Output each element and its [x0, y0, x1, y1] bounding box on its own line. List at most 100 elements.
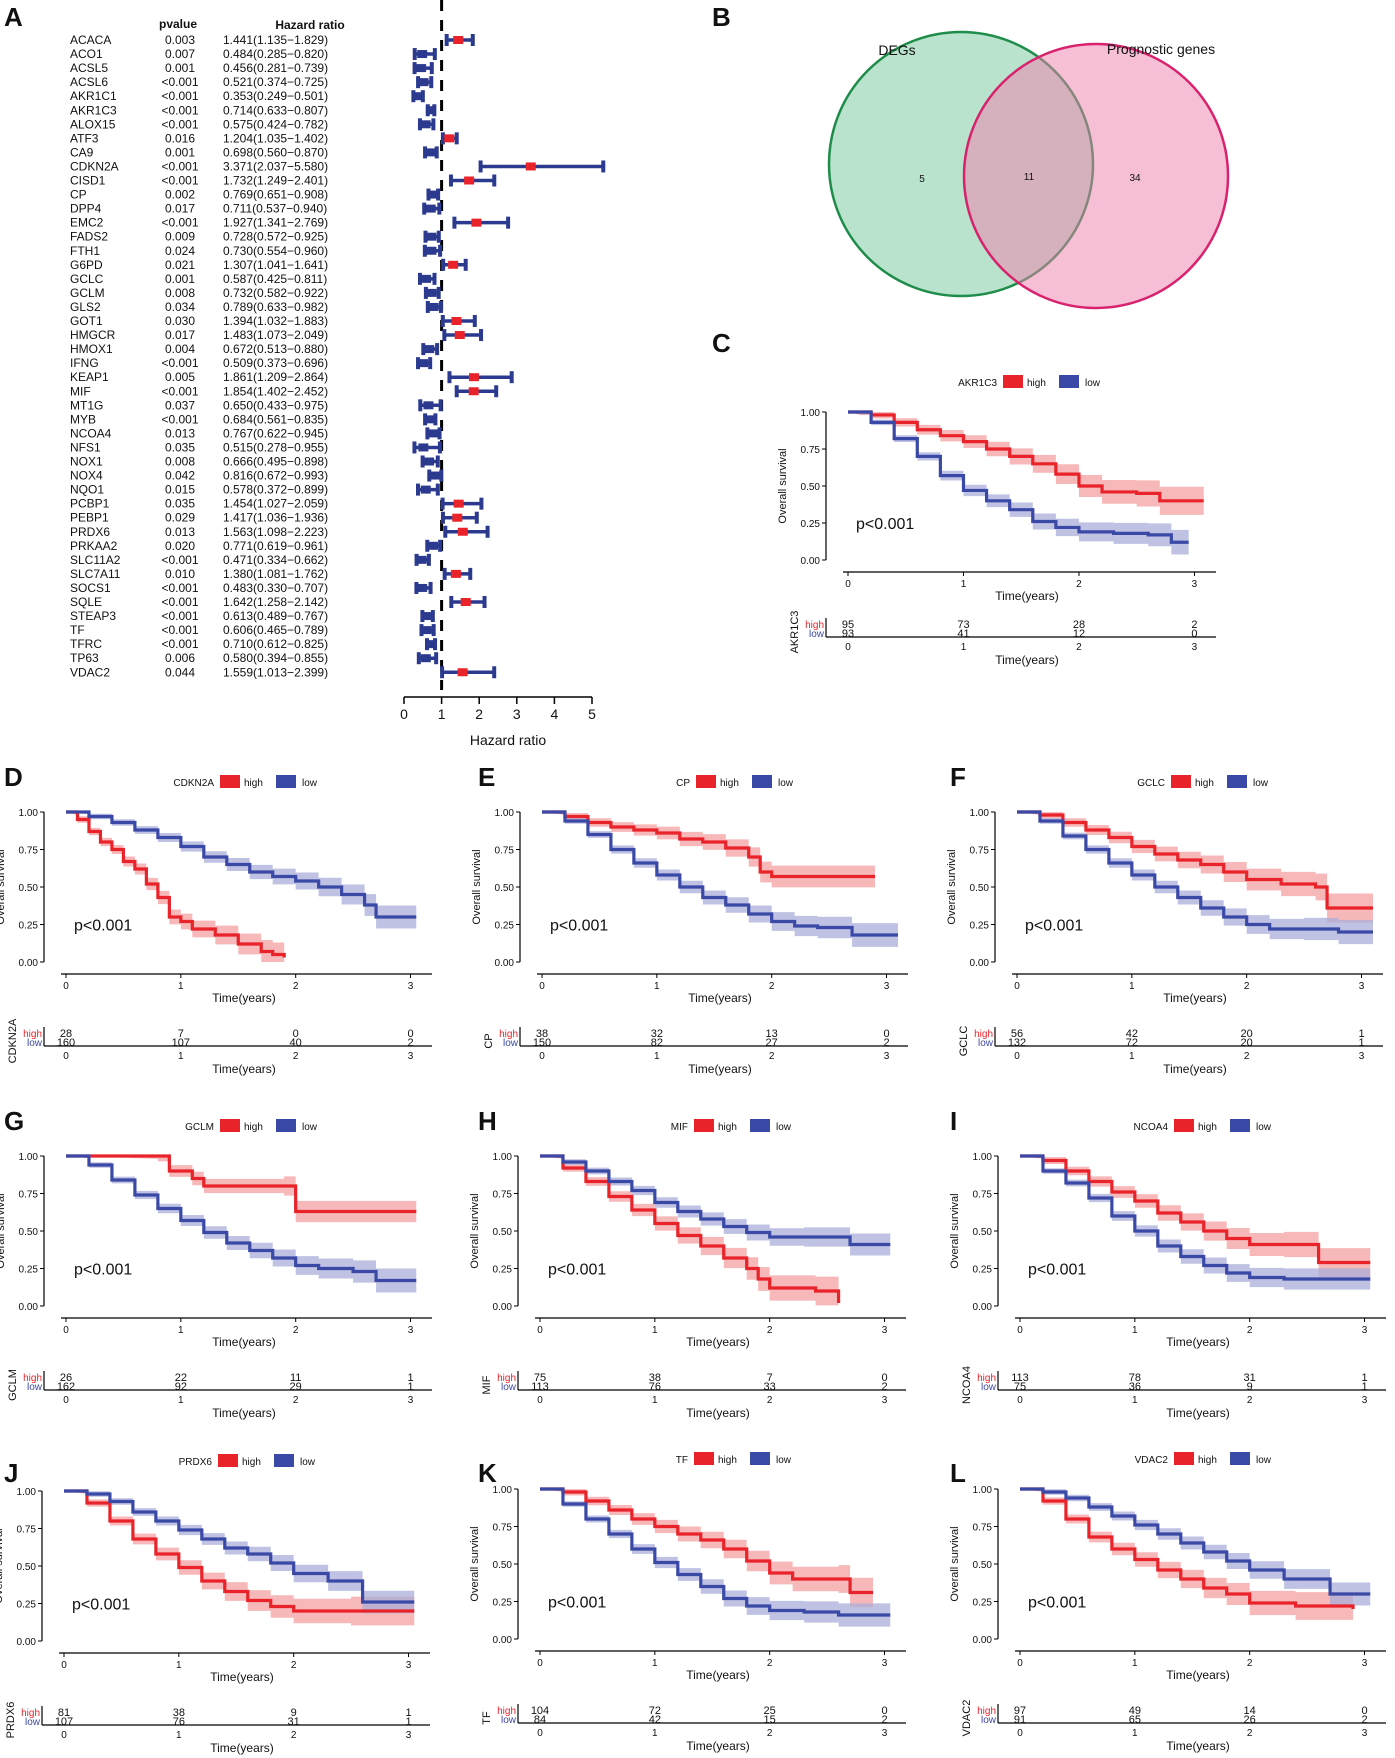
forest-gene-label: TF: [70, 623, 85, 637]
km-legend-gene: TF: [676, 1455, 688, 1466]
forest-point: [427, 541, 438, 550]
forest-gene-label: NQO1: [70, 483, 104, 497]
km-y-axis-title: Overall survival: [949, 1193, 961, 1268]
forest-point: [468, 387, 479, 396]
forest-gene-label: HMOX1: [70, 342, 113, 356]
km-risk-x-tick-label: 0: [1017, 1728, 1023, 1739]
km-risk-low-count: 93: [842, 628, 854, 640]
km-risk-low-count: 2: [1361, 1714, 1367, 1726]
forest-pvalue: 0.001: [165, 145, 195, 159]
km-risk-x-tick-label: 2: [293, 1051, 299, 1062]
panel-label-h: H: [478, 1106, 497, 1136]
km-risk-high-count: 28: [60, 1028, 72, 1040]
km-risk-low-count: 2: [883, 1037, 889, 1049]
km-risk-x-axis-title: Time(years): [212, 1406, 276, 1420]
panel-label-i: I: [950, 1106, 957, 1136]
km-legend-high-label: high: [1198, 1122, 1217, 1133]
forest-gene-label: MYB: [70, 412, 96, 426]
km-ci-band-low: [1020, 1489, 1371, 1607]
km-x-axis-title: Time(years): [212, 1335, 276, 1349]
forest-gene-label: ACO1: [70, 47, 103, 61]
km-x-tick-label: 1: [654, 981, 660, 992]
km-y-axis-title: Overall survival: [0, 1193, 7, 1268]
forest-pvalue: <0.001: [161, 609, 198, 623]
km-risk-low-count: 92: [175, 1381, 187, 1393]
km-y-tick-label: 0.75: [17, 1525, 37, 1536]
km-y-tick-label: 0.25: [493, 1598, 513, 1609]
forest-hr-label: 0.613(0.489−0.767): [223, 609, 328, 623]
km-x-axis-title: Time(years): [1166, 1335, 1230, 1349]
km-ci-band-low: [66, 1156, 417, 1294]
km-legend-low-label: low: [300, 1457, 316, 1468]
km-risk-high-label: high: [977, 1373, 996, 1384]
km-legend-high-label: high: [720, 778, 739, 789]
km-risk-high-count: 25: [764, 1705, 776, 1717]
forest-pvalue: <0.001: [161, 216, 198, 230]
km-x-axis-title: Time(years): [688, 991, 752, 1005]
km-risk-gene-label: CP: [483, 1033, 495, 1048]
km-legend-high-swatch: [694, 1452, 714, 1465]
km-x-tick-label: 0: [539, 981, 545, 992]
km-risk-high-count: 20: [1241, 1028, 1253, 1040]
forest-hr-label: 1.861(1.209−2.864): [223, 370, 328, 384]
km-y-tick-label: 0.75: [801, 445, 821, 456]
forest-gene-label: SQLE: [70, 595, 102, 609]
km-risk-x-tick-label: 3: [1192, 642, 1198, 653]
forest-pvalue: <0.001: [161, 75, 198, 89]
km-legend-low-swatch: [1230, 1119, 1250, 1132]
km-y-tick-label: 0.50: [801, 482, 821, 493]
km-risk-x-tick-label: 0: [61, 1730, 67, 1741]
km-risk-high-count: 26: [60, 1372, 72, 1384]
km-x-axis-title: Time(years): [210, 1670, 274, 1684]
km-y-tick-label: 1.00: [973, 1152, 993, 1163]
km-risk-high-count: 31: [1244, 1372, 1256, 1384]
km-x-tick-label: 3: [1359, 981, 1365, 992]
venn-count-right: 34: [1129, 173, 1141, 184]
km-legend-low-label: low: [776, 1122, 792, 1133]
km-legend-low-label: low: [1256, 1122, 1272, 1133]
km-risk-low-count: 1: [1358, 1037, 1364, 1049]
forest-hr-label: 0.769(0.651−0.908): [223, 188, 328, 202]
forest-gene-label: NOX4: [70, 469, 103, 483]
forest-point: [425, 640, 436, 649]
km-risk-high-count: 32: [651, 1028, 663, 1040]
km-risk-gene-label: AKR1C3: [789, 611, 801, 654]
forest-hr-label: 1.380(1.081−1.762): [223, 567, 328, 581]
km-y-tick-label: 0.75: [493, 1523, 513, 1534]
km-risk-low-count: 160: [57, 1037, 75, 1049]
forest-point: [425, 204, 436, 213]
forest-header-hr: Hazard ratio: [275, 18, 344, 32]
forest-point: [451, 317, 462, 325]
km-legend-gene: MIF: [671, 1122, 688, 1133]
km-legend-low-swatch: [1230, 1452, 1250, 1465]
forest-pvalue: 0.029: [165, 511, 195, 525]
km-risk-low-count: 162: [57, 1381, 75, 1393]
km-risk-high-count: 42: [1126, 1028, 1138, 1040]
km-pvalue: p<0.001: [72, 1597, 130, 1614]
forest-pvalue: 0.021: [165, 258, 195, 272]
forest-hr-label: 0.789(0.633−0.982): [223, 300, 328, 314]
forest-point: [453, 499, 464, 508]
km-pvalue: p<0.001: [1028, 1262, 1086, 1279]
km-risk-low-label: low: [978, 1038, 994, 1049]
forest-gene-label: PRKAA2: [70, 539, 118, 553]
km-panel-l: VDAC2 high low0.000.250.500.751.00Overall …: [949, 1452, 1386, 1753]
forest-point: [426, 232, 437, 241]
km-risk-low-count: 26: [1244, 1714, 1256, 1726]
km-risk-high-count: 1: [1361, 1372, 1367, 1384]
forest-gene-label: PEBP1: [70, 511, 109, 525]
km-ci-band-high: [64, 1491, 415, 1628]
km-curve-low: [1020, 1487, 1371, 1596]
forest-gene-label: TP63: [70, 651, 99, 665]
km-risk-low-label: low: [27, 1038, 43, 1049]
km-risk-x-tick-label: 1: [654, 1051, 660, 1062]
km-risk-x-tick-label: 3: [408, 1051, 414, 1062]
km-risk-low-count: 40: [290, 1037, 302, 1049]
km-ci-band-low: [848, 412, 1189, 556]
km-y-tick-label: 1.00: [493, 1485, 513, 1496]
km-risk-high-count: 28: [1073, 619, 1085, 631]
km-risk-high-count: 1: [405, 1707, 411, 1719]
km-pvalue: p<0.001: [74, 1262, 132, 1279]
